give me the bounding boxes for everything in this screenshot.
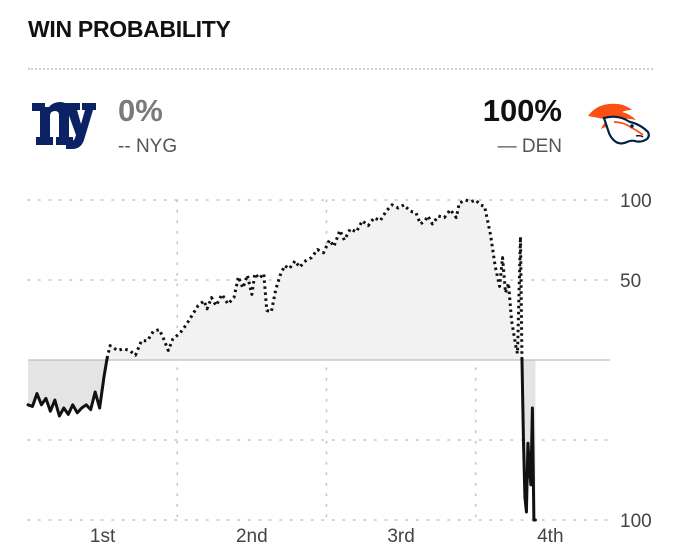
x-tick-label: 2nd	[236, 526, 268, 547]
home-legend-marker: —	[497, 136, 517, 157]
home-legend: — DEN	[483, 136, 562, 158]
area-fill-nyg	[107, 200, 522, 360]
x-tick-label: 1st	[90, 526, 116, 547]
y-tick-label: 100	[620, 511, 652, 532]
series-line-den	[26, 356, 537, 522]
win-probability-chart: 100 50 100 1st 2nd 3rd 4th	[26, 191, 652, 547]
giants-ny-logo-icon	[32, 102, 96, 149]
team-away-info: 0% -- NYG	[118, 94, 177, 158]
header-divider	[28, 68, 653, 70]
broncos-horse-logo-icon	[588, 103, 650, 145]
away-win-probability: 0%	[118, 93, 163, 128]
series-line-nyg	[105, 198, 524, 359]
home-team-abbr: DEN	[521, 136, 562, 157]
team-home-info: 100% — DEN	[483, 94, 562, 158]
y-tick-label: 100	[620, 191, 652, 212]
away-legend-marker: --	[118, 136, 131, 157]
area-fill-den	[28, 358, 108, 416]
away-legend: -- NYG	[118, 136, 177, 158]
home-win-probability: 100%	[482, 93, 562, 128]
page-title: WIN PROBABILITY	[28, 16, 231, 42]
y-tick-label: 50	[620, 271, 641, 292]
away-team-abbr: NYG	[135, 136, 178, 157]
x-tick-label: 4th	[537, 526, 563, 547]
x-tick-label: 3rd	[387, 526, 414, 547]
